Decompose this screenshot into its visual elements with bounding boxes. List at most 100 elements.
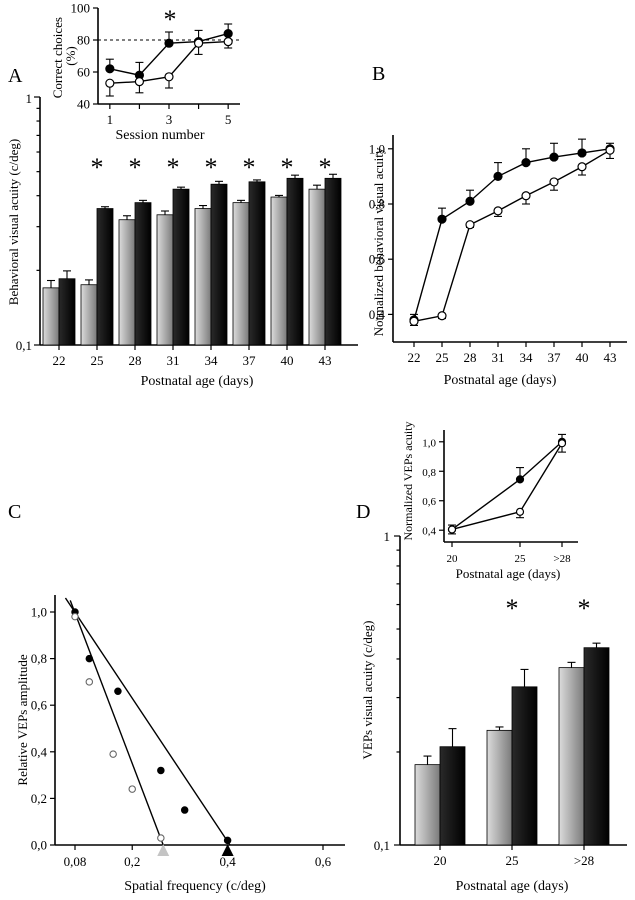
panel-b-series [409, 138, 615, 326]
panel-a-x-tick-label: 25 [91, 353, 104, 368]
panel-c-y-label: Relative VEPs amplitude [15, 654, 30, 785]
panel-b-point-filled [521, 158, 531, 168]
panel-a-bar-gray [118, 219, 136, 346]
panel-d-x-label: Postnatal age (days) [456, 879, 569, 894]
panel-label-b: B [372, 63, 385, 85]
panel-d-bar-black [439, 746, 466, 846]
panel-b-x-tick-label: 40 [576, 350, 589, 365]
panel-d-inset-chart: Normalized VEPs acuity Postnatal age (da… [401, 421, 578, 581]
panel-a-bar-black [286, 177, 304, 346]
panel-d-minor-ticks [394, 535, 400, 846]
panel-b-point-filled [465, 196, 475, 206]
panel-b-line-chart: Normalized behavioral visual acuity Post… [369, 135, 627, 388]
inset-d-x-label: Postnatal age (days) [456, 566, 561, 581]
panel-c-y-tick-label: 1,0 [31, 605, 47, 620]
panel-a-bar-gray [308, 188, 326, 346]
inset-a-y-tick-label: 40 [77, 97, 90, 112]
panel-d-bar-black [583, 647, 610, 846]
panel-d-significance-marks: * * [506, 594, 591, 623]
inset-a-y-ticks: 40 60 80 100 [71, 1, 98, 112]
panel-b-point-filled [549, 152, 559, 162]
panel-c-point-filled [223, 836, 232, 845]
panel-a-minor-ticks [34, 96, 40, 346]
panel-a-bar-black [134, 202, 152, 346]
panel-b-series-line-filled [413, 148, 611, 321]
inset-a-point-open [223, 36, 233, 47]
panel-a-x-tick-label: 34 [205, 353, 219, 368]
panel-c-fit-line-open [69, 600, 164, 846]
panel-a-significance-mark: * [243, 153, 256, 182]
panel-d-significance-mark: * [506, 594, 519, 623]
panel-a-bar-gray [194, 208, 212, 346]
panel-a-x-tick-labels: 22 25 28 31 34 37 40 43 [53, 345, 332, 368]
inset-a-point-open [134, 76, 145, 87]
panel-c-x-tick-label: 0,6 [315, 854, 332, 869]
panel-c-point-filled [180, 806, 189, 814]
inset-d-y-tick-label: 0,4 [422, 526, 436, 538]
panel-b-point-open [437, 311, 447, 321]
panel-d-bars [414, 642, 610, 846]
panel-a-x-tick-label: 31 [167, 353, 180, 368]
inset-a-x-label: Session number [115, 128, 204, 143]
panel-c-point-open [109, 750, 117, 758]
panel-c-cutoff-marker-open [157, 844, 170, 856]
inset-d-x-tick-label: 25 [515, 553, 527, 565]
panel-b-point-open [521, 191, 531, 201]
panel-d-ytick-label: 1 [384, 529, 391, 544]
panel-b-x-tick-label: 37 [548, 350, 562, 365]
inset-a-point-filled [105, 64, 115, 74]
panel-a-bar-gray [42, 287, 60, 346]
panel-a-x-tick-label: 40 [281, 353, 294, 368]
panel-a-x-label: Postnatal age (days) [141, 374, 254, 389]
panel-c-y-tick-label: 0,8 [31, 651, 47, 666]
panel-d-y-label: VEPs visual acuity (c/deg) [360, 621, 375, 760]
panel-c-point-filled [114, 687, 122, 695]
inset-a-y-label-line1: Correct choices [50, 17, 65, 98]
panel-a-bar-gray [156, 214, 174, 346]
panel-a-bar-gray [80, 284, 98, 346]
inset-d-point-open [447, 525, 457, 534]
panel-c-x-tick-label: 0,4 [219, 854, 236, 869]
panel-b-y-tick-label: 0,4 [369, 307, 386, 322]
panel-a-bar-black [96, 208, 114, 346]
panel-d-bar-gray [414, 764, 441, 846]
panel-c-x-label: Spatial frequency (c/deg) [124, 879, 266, 894]
panel-a-bar-chart: 1 0,1 Behavioral visual acuity (c/deg) P… [6, 91, 358, 389]
panel-b-series-line-open [413, 149, 611, 322]
inset-d-y-tick-label: 1,0 [422, 437, 436, 449]
panel-a-significance-mark: * [205, 153, 218, 182]
panel-b-y-tick-label: 1,0 [369, 141, 385, 156]
panel-a-significance-marks: * * * * * * * [91, 153, 332, 182]
panel-a-significance-mark: * [167, 153, 180, 182]
panel-c-y-tick-label: 0,4 [31, 744, 48, 759]
panel-a-bar-black [248, 181, 266, 346]
inset-a-y-label: Correct choices (%) [50, 14, 78, 98]
inset-a-x-tick-label: 3 [166, 112, 173, 127]
panel-b-y-tick-label: 0,8 [369, 197, 385, 212]
panel-a-x-tick-label: 43 [319, 353, 332, 368]
inset-a-y-tick-label: 60 [77, 65, 90, 80]
inset-d-y-label: Normalized VEPs acuity [401, 421, 415, 540]
panel-b-x-label: Postnatal age (days) [444, 373, 557, 388]
panel-a-y-label: Behavioral visual acuity (c/deg) [6, 139, 21, 305]
panel-a-bars [42, 173, 342, 346]
panel-d-x-tick-label: >28 [574, 853, 594, 868]
panel-b-x-tick-label: 28 [464, 350, 477, 365]
panel-b-point-open [577, 162, 587, 172]
panel-b-x-tick-label: 43 [604, 350, 617, 365]
panel-c-x-ticks: 0,08 0,2 0,4 0,6 [64, 845, 332, 869]
panel-d-bar-black [511, 686, 538, 846]
inset-a-point-open [193, 38, 204, 48]
inset-a-point-filled [223, 28, 233, 39]
panel-a-significance-mark: * [319, 153, 332, 182]
panel-a-bar-black [172, 188, 190, 346]
panel-a-x-tick-label: 28 [129, 353, 142, 368]
panel-b-point-open [549, 177, 559, 187]
panel-d-bar-gray [486, 729, 513, 846]
panel-a-ytick-label: 1 [26, 91, 33, 106]
panel-c-scatter-chart: Relative VEPs amplitude Spatial frequenc… [15, 595, 345, 894]
panel-b-x-tick-label: 34 [520, 350, 534, 365]
inset-d-y-tick-label: 0,8 [422, 467, 436, 479]
panel-b-point-filled [437, 214, 447, 224]
panel-c-point-open [71, 612, 79, 621]
